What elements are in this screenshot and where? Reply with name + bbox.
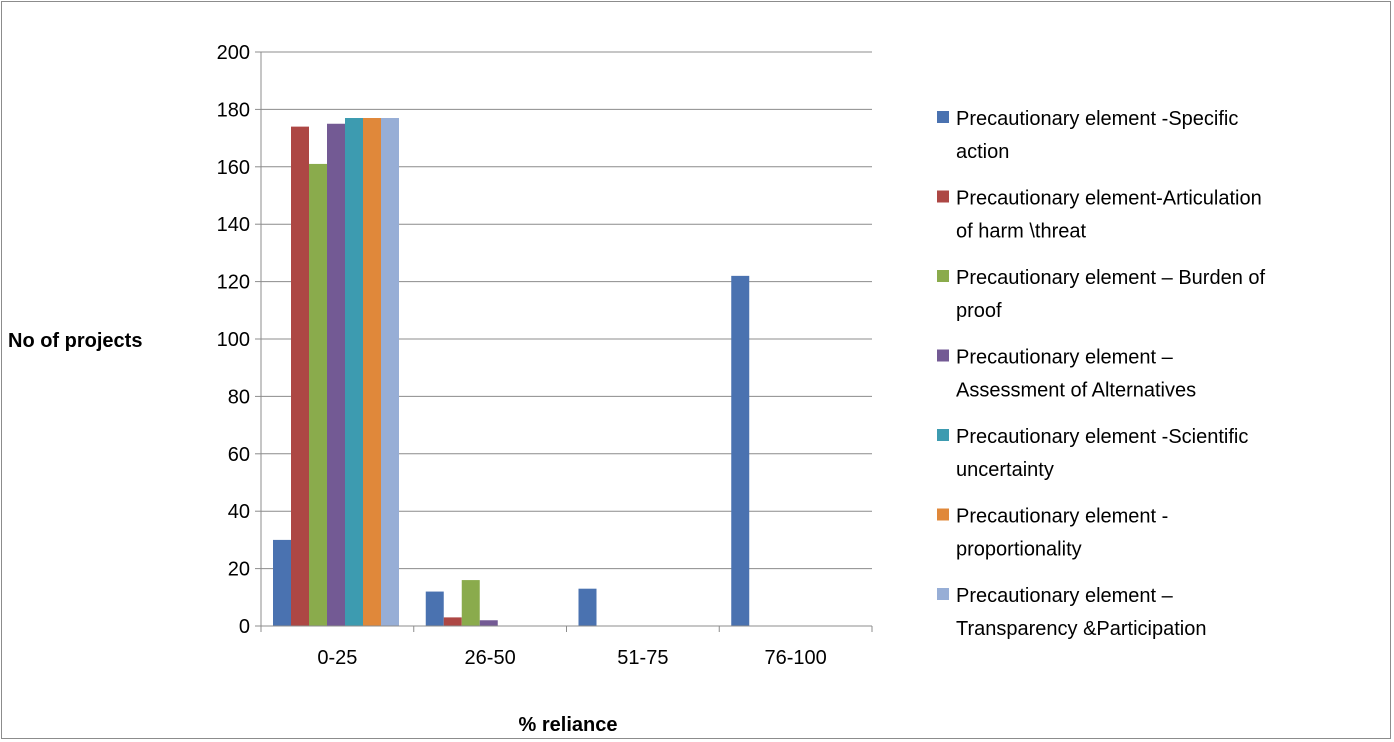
bar-series-7-0-25 [381,118,399,626]
tick-labels: 0 20 40 60 80 100 120 140 160 180 200 0-25 26-50 51-7… [217,42,827,669]
legend-item-6: Precautionary element -proportionality [937,506,1168,561]
x-tick-label: 0-25 [317,647,357,669]
legend-label: Precautionary element -proportionality [956,506,1168,561]
y-tick-label: 40 [228,501,250,523]
y-tick-label: 160 [217,157,250,179]
bars [273,118,750,627]
bar-series-4-0-25 [327,123,345,626]
legend-item-3: Precautionary element – Burden of proof [937,267,1266,322]
y-tick-label: 120 [217,272,250,294]
bar-series-3-26-50 [461,580,480,626]
legend-item-5: Precautionary element -Scientific uncerta… [937,426,1248,481]
x-tick-label: 76-100 [764,647,826,669]
legend-label: Precautionary element -Scientific uncerta… [956,426,1248,481]
legend-swatch [937,190,949,203]
legend-swatch [937,270,949,282]
x-tick-label: 51-75 [617,647,668,669]
y-tick-label: 100 [217,329,250,351]
y-tick-label: 140 [217,214,250,236]
bar-series-2-26-50 [443,617,462,626]
y-axis-title: No of projects [8,330,142,352]
y-tick-label: 20 [228,559,250,581]
bar-series-6-0-25 [363,118,381,626]
legend-item-2: Precautionary element-Articulation of har… [937,188,1262,243]
legend-item-7: Precautionary element – Transparency &Par… [937,585,1207,640]
legend-swatch [937,111,949,123]
x-tick-label: 26-50 [465,647,516,669]
bar-series-3-0-25 [309,163,327,626]
bar-series-2-0-25 [291,126,309,627]
legend-item-1: Precautionary element -Specific action [937,108,1238,163]
legend-label: Precautionary element – Transparency &Par… [956,585,1207,640]
bar-series-1-26-50 [425,591,444,626]
legend-label: Precautionary element – Assessment of Alt… [956,347,1196,402]
legend-item-4: Precautionary element – Assessment of Alt… [937,347,1196,402]
legend-swatch [937,429,949,441]
bar-series-5-0-25 [345,118,363,626]
y-tick-label: 180 [217,99,250,121]
legend-label: Precautionary element -Specific action [956,108,1238,163]
y-tick-label: 0 [239,616,250,638]
legend: Precautionary element -Specific action Pre… [937,108,1266,640]
axes [255,51,873,632]
y-tick-label: 200 [217,42,250,64]
legend-swatch [937,508,949,521]
bar-series-4-26-50 [479,620,498,626]
bar-series-1-51-75 [578,588,597,626]
legend-swatch [937,349,949,362]
legend-label: Precautionary element-Articulation of har… [956,188,1262,243]
legend-label: Precautionary element – Burden of proof [956,267,1266,322]
y-tick-label: 60 [228,444,250,466]
y-tick-label: 80 [228,386,250,408]
bar-series-1-76-100 [731,275,750,626]
bar-series-1-0-25 [273,539,291,626]
legend-swatch [937,588,949,600]
x-axis-title: % reliance [519,714,618,736]
